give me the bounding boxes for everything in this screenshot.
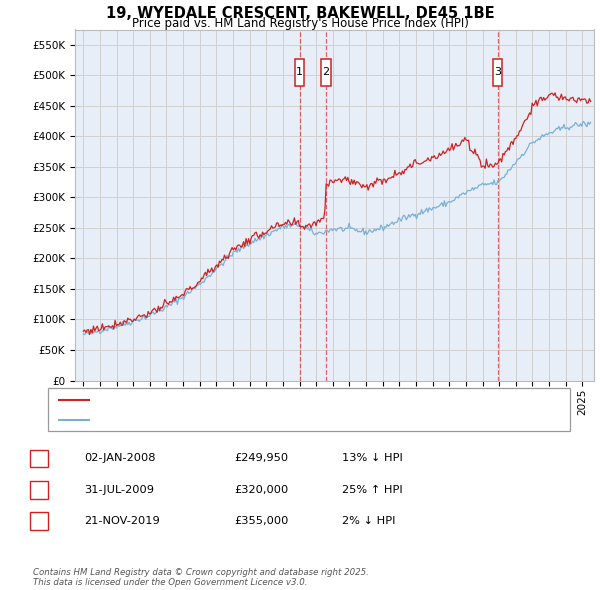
Text: Price paid vs. HM Land Registry's House Price Index (HPI): Price paid vs. HM Land Registry's House … — [131, 17, 469, 30]
FancyBboxPatch shape — [493, 59, 502, 86]
Text: 3: 3 — [35, 516, 43, 526]
Text: HPI: Average price, detached house, Derbyshire Dales: HPI: Average price, detached house, Derb… — [95, 415, 368, 425]
FancyBboxPatch shape — [295, 59, 304, 86]
Text: £249,950: £249,950 — [234, 454, 288, 463]
Text: 02-JAN-2008: 02-JAN-2008 — [84, 454, 155, 463]
Text: 25% ↑ HPI: 25% ↑ HPI — [342, 485, 403, 494]
Text: 1: 1 — [296, 67, 303, 77]
Text: 21-NOV-2019: 21-NOV-2019 — [84, 516, 160, 526]
Text: 3: 3 — [494, 67, 501, 77]
Text: 19, WYEDALE CRESCENT, BAKEWELL, DE45 1BE (detached house): 19, WYEDALE CRESCENT, BAKEWELL, DE45 1BE… — [95, 395, 430, 405]
Text: 19, WYEDALE CRESCENT, BAKEWELL, DE45 1BE: 19, WYEDALE CRESCENT, BAKEWELL, DE45 1BE — [106, 6, 494, 21]
Text: 2: 2 — [35, 485, 43, 494]
Text: Contains HM Land Registry data © Crown copyright and database right 2025.
This d: Contains HM Land Registry data © Crown c… — [33, 568, 369, 587]
Text: 31-JUL-2009: 31-JUL-2009 — [84, 485, 154, 494]
Text: £355,000: £355,000 — [234, 516, 289, 526]
Text: 2% ↓ HPI: 2% ↓ HPI — [342, 516, 395, 526]
Text: 13% ↓ HPI: 13% ↓ HPI — [342, 454, 403, 463]
FancyBboxPatch shape — [321, 59, 331, 86]
Text: 2: 2 — [322, 67, 329, 77]
Text: 1: 1 — [35, 454, 43, 463]
Text: £320,000: £320,000 — [234, 485, 288, 494]
